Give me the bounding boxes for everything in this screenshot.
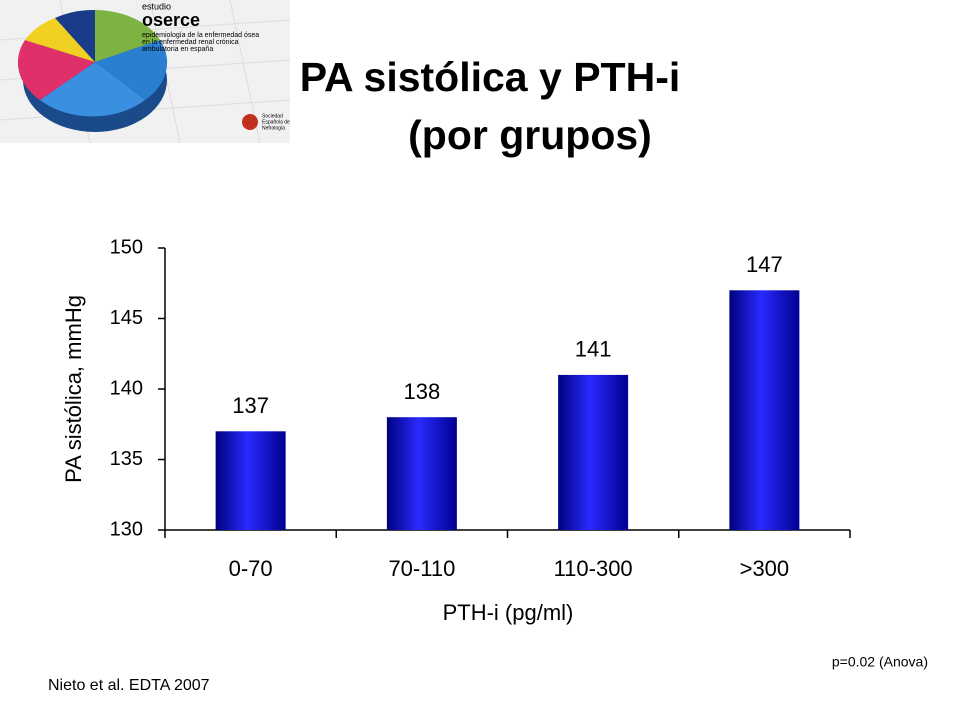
pie-slice (55, 9, 95, 62)
pie-slice (95, 10, 160, 62)
logo-tagline: en la enfermedad renal crónica (142, 39, 239, 46)
pie-slice (95, 40, 168, 100)
value-label: 138 (404, 379, 441, 404)
annotation: p=0.02 (Anova) (832, 654, 928, 670)
logo-tagline: epidemiología de la enfermedad ósea (142, 32, 259, 39)
y-tick-label: 130 (110, 518, 143, 540)
chart-title: PA sistólica y PTH-i (300, 54, 681, 100)
logo: estudio oserce epidemiología de la enfer… (0, 0, 291, 144)
x-tick-label: 70-110 (388, 556, 455, 581)
y-tick-label: 135 (110, 448, 143, 470)
x-axis-label: PTH-i (pg/ml) (443, 600, 574, 625)
pie-slice (25, 18, 95, 62)
bar (386, 417, 457, 530)
y-tick-label: 145 (110, 307, 143, 329)
y-tick-label: 150 (110, 236, 143, 258)
x-tick-label: 0-70 (229, 556, 273, 581)
bar (558, 374, 629, 530)
logo-society: Sociedad (262, 113, 283, 119)
logo-tagline: ambulatoria en españa (142, 46, 213, 53)
logo-society: Nefrología (262, 125, 285, 131)
pie-slice (17, 40, 95, 100)
bar (729, 290, 800, 530)
logo-name: oserce (142, 10, 200, 30)
society-emblem (242, 114, 258, 130)
value-label: 147 (746, 252, 783, 277)
x-tick-label: >300 (740, 556, 790, 581)
y-tick-label: 140 (110, 377, 143, 399)
logo-society: Española de (262, 119, 290, 125)
value-label: 137 (232, 393, 269, 418)
bar (215, 431, 286, 530)
value-label: 141 (575, 337, 612, 362)
logo-study: estudio (142, 1, 171, 11)
chart-subtitle: (por grupos) (408, 112, 652, 158)
x-tick-label: 110-300 (554, 556, 633, 581)
y-axis-label: PA sistólica, mmHg (61, 295, 86, 483)
pie-slice (40, 62, 145, 117)
annotation: Nieto et al. EDTA 2007 (48, 677, 210, 694)
